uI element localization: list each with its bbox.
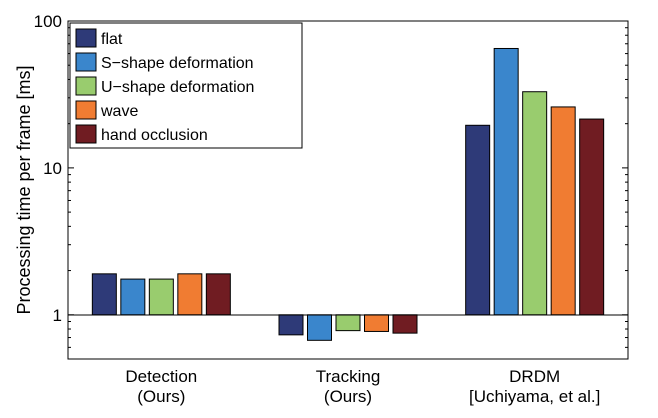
bar [205,273,231,316]
bar [493,47,519,316]
legend-label: flat [101,31,123,48]
legend-label: S−shape deformation [101,55,254,72]
x-tick-label: (Ours) [137,387,185,406]
bar [335,314,361,332]
y-tick-label: 10 [43,159,62,178]
x-tick-label: Detection [125,367,197,386]
y-axis: 1 10 100 [34,12,628,360]
bar [465,124,491,316]
bar [278,314,304,336]
bar [579,118,605,316]
x-tick-label: (Ours) [324,387,372,406]
legend-swatch [75,52,97,72]
legend-swatch [75,100,97,120]
bar [307,314,332,341]
y-tick-label: 1 [53,306,62,325]
x-axis-labels: Detection(Ours)Tracking(Ours)DRDM[Uchiya… [125,367,600,406]
bars-group [91,47,605,341]
legend: flat S−shape deformation U−shape deformati… [69,22,303,149]
bar [550,106,576,316]
legend-box [69,22,303,149]
legend-swatch [75,124,97,144]
legend-label: wave [100,103,138,120]
x-tick-label: Tracking [316,367,381,386]
legend-label: U−shape deformation [101,79,254,96]
bar [177,273,203,316]
plot-frame [67,20,629,360]
y-tick-label: 100 [34,12,62,31]
bar [522,91,548,316]
y-axis-title: Processing time per frame [ms] [14,65,34,314]
bar [364,314,389,332]
bar [148,278,174,316]
legend-swatch [75,76,97,96]
legend-label: hand occlusion [101,127,208,144]
legend-swatch [75,28,97,48]
bar [91,273,117,316]
x-tick-label: DRDM [509,367,560,386]
x-tick-label: [Uchiyama, et al.] [469,387,600,406]
bar [392,314,418,334]
bar [120,278,146,316]
